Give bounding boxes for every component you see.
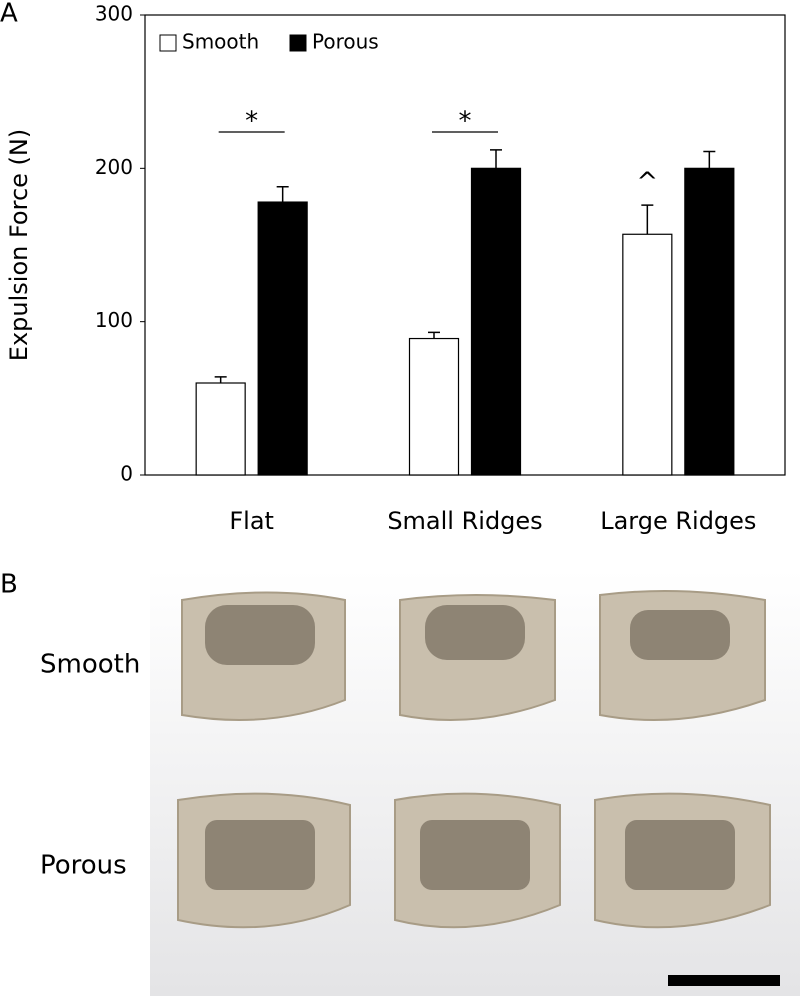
panel-label: B <box>0 570 18 600</box>
scale-bar <box>668 975 780 986</box>
bar <box>470 167 522 476</box>
bar <box>257 201 308 476</box>
x-tick-label: Large Ridges <box>600 507 756 535</box>
legend-swatch <box>159 34 177 52</box>
bar <box>622 233 673 476</box>
x-tick-label: Small Ridges <box>387 507 542 535</box>
row-label: Smooth <box>40 650 140 680</box>
implants <box>177 590 771 929</box>
y-tick-label: 100 <box>95 308 133 332</box>
bar <box>195 382 246 476</box>
row-label: Porous <box>40 851 127 881</box>
x-tick-label: Flat <box>229 507 274 535</box>
annotation: ^ <box>636 168 658 198</box>
y-tick-label: 0 <box>120 462 133 486</box>
legend-label: Smooth <box>182 30 259 54</box>
plot-frame <box>144 14 786 476</box>
error-bar <box>276 185 289 203</box>
bar <box>408 337 460 476</box>
error-bar <box>428 331 440 339</box>
panel-label: A <box>0 0 18 29</box>
annotation: * <box>245 107 258 137</box>
legend-swatch <box>289 34 307 52</box>
legend-label: Porous <box>312 30 379 54</box>
y-tick-label: 300 <box>95 2 133 26</box>
y-tick-label: 200 <box>95 155 133 179</box>
annotation: * <box>459 107 472 137</box>
error-bar <box>490 149 502 169</box>
error-bar <box>641 204 654 235</box>
bar <box>684 167 735 476</box>
error-bar <box>703 150 716 169</box>
error-bar <box>214 376 227 383</box>
y-axis-label: Expulsion Force (N) <box>5 129 33 361</box>
